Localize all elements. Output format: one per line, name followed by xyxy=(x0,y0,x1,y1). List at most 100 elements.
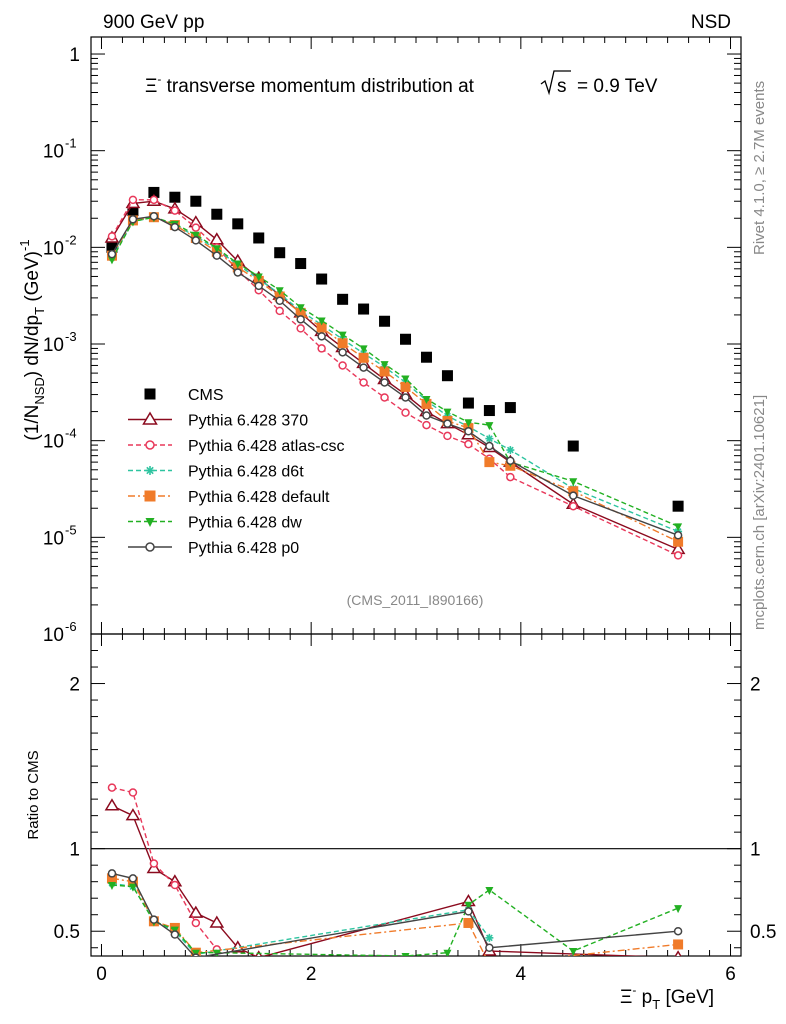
series-line-pythia-6-428-d6t xyxy=(111,216,679,533)
data-point-cms xyxy=(190,195,202,207)
ratio-point-pythia-6-428-default xyxy=(106,873,117,884)
data-point-pythia-6-428-default xyxy=(673,536,684,547)
title-s: s xyxy=(557,76,567,97)
data-point-cms xyxy=(441,370,453,382)
y-tick-label: 10 xyxy=(43,528,64,549)
y-tick-label: 1 xyxy=(69,45,80,66)
data-point-pythia-6-428-atlas-csc xyxy=(338,361,347,370)
data-point-pythia-6-428-p0 xyxy=(359,363,368,372)
legend-label-pythia-6-428-d6t: Pythia 6.428 d6t xyxy=(188,464,304,481)
ratio-y-tick-label-right: 0.5 xyxy=(750,922,776,943)
ratio-point-pythia-6-428-d6t xyxy=(485,933,494,942)
data-point-pythia-6-428-d6t xyxy=(506,446,515,455)
data-point-pythia-6-428-default xyxy=(379,366,390,377)
ratio-point-pythia-6-428-370 xyxy=(188,905,204,918)
data-point-pythia-6-428-p0 xyxy=(212,251,222,260)
ratio-point-pythia-6-428-p0 xyxy=(149,915,159,924)
data-point-cms xyxy=(169,191,181,203)
ratio-point-pythia-6-428-d6t-stroke xyxy=(485,934,493,942)
ratio-frame xyxy=(90,633,742,957)
data-point-pythia-6-428-dw xyxy=(275,287,284,296)
y-tick-exponent: -1 xyxy=(65,136,77,151)
data-point-pythia-6-428-p0 xyxy=(296,315,305,324)
data-point-pythia-6-428-default xyxy=(337,338,348,349)
ratio-point-pythia-6-428-p0 xyxy=(170,930,180,939)
y-tick-label: 10 xyxy=(43,142,64,163)
ratio-point-pythia-6-428-dw xyxy=(674,905,683,914)
ratio-y-tick-label-right: 1 xyxy=(750,840,761,861)
data-point-pythia-6-428-atlas-csc xyxy=(317,344,326,353)
data-point-pythia-6-428-atlas-csc xyxy=(275,306,284,316)
data-point-cms xyxy=(295,258,307,270)
ratio-point-pythia-6-428-default xyxy=(463,917,474,928)
data-point-pythia-6-428-p0 xyxy=(506,456,515,465)
y-tick-exponent: -5 xyxy=(65,522,77,537)
data-point-cms xyxy=(253,232,265,244)
ratio-point-pythia-6-428-p0 xyxy=(191,953,200,956)
y-tick-exponent: -2 xyxy=(65,232,77,247)
ratio-line-pythia-6-428-p0 xyxy=(111,872,679,956)
ratio-point-pythia-6-428-dw xyxy=(401,953,410,956)
sqrt-symbol xyxy=(540,70,571,96)
ratio-point-pythia-6-428-370 xyxy=(674,950,682,956)
legend-label-pythia-6-428-p0: Pythia 6.428 p0 xyxy=(188,540,299,557)
series-line-pythia-6-428-dw xyxy=(111,216,679,527)
legend-marker-pythia-6-428-d6t-stroke xyxy=(146,466,154,475)
legend-label-pythia-6-428-dw: Pythia 6.428 dw xyxy=(188,515,302,532)
data-point-pythia-6-428-dw xyxy=(401,375,410,384)
data-point-pythia-6-428-d6t xyxy=(485,434,494,443)
data-point-pythia-6-428-dw xyxy=(107,256,116,265)
svg-text:Ξ- transverse momentum distrib: Ξ- transverse momentum distribution at xyxy=(145,72,475,97)
data-point-pythia-6-428-p0 xyxy=(485,441,494,451)
y-tick-label: 10 xyxy=(43,335,64,356)
legend-marker-pythia-6-428-atlas-csc xyxy=(145,440,155,450)
data-point-cms xyxy=(127,205,139,217)
ratio-point-pythia-6-428-dw xyxy=(485,886,494,895)
ratio-point-pythia-6-428-p0 xyxy=(673,926,683,936)
plot-title: Ξ- transverse momentum distribution at s… xyxy=(145,70,658,97)
ratio-y-tick-label-left: 2 xyxy=(69,675,80,696)
ratio-point-pythia-6-428-370 xyxy=(209,915,225,928)
y-tick-exponent: -6 xyxy=(65,619,77,634)
ratio-point-pythia-6-428-atlas-csc xyxy=(149,859,159,868)
data-point-pythia-6-428-d6t-stroke xyxy=(485,435,493,443)
data-point-pythia-6-428-p0 xyxy=(380,378,389,387)
ratio-point-pythia-6-428-dw xyxy=(443,949,452,956)
data-point-pythia-6-428-p0 xyxy=(673,531,683,540)
data-point-cms xyxy=(211,208,223,220)
y-tick-label: 10 xyxy=(43,238,64,259)
legend-marker-pythia-6-428-dw xyxy=(145,518,155,527)
data-point-cms xyxy=(274,247,286,259)
data-point-pythia-6-428-p0 xyxy=(338,348,347,357)
data-point-pythia-6-428-p0 xyxy=(443,419,452,428)
title-xi: Ξ xyxy=(145,76,157,97)
title-energy: = 0.9 TeV xyxy=(577,76,658,97)
header-left: 900 GeV pp xyxy=(103,12,204,33)
data-point-pythia-6-428-dw xyxy=(212,245,221,254)
data-point-pythia-6-428-dw xyxy=(338,331,347,340)
data-point-pythia-6-428-atlas-csc xyxy=(464,439,473,449)
data-point-pythia-6-428-default xyxy=(274,291,285,302)
ratio-point-pythia-6-428-default xyxy=(673,939,684,950)
legend-marker-pythia-6-428-default xyxy=(144,490,156,502)
data-point-pythia-6-428-atlas-csc xyxy=(569,501,578,511)
data-point-pythia-6-428-p0 xyxy=(107,249,117,259)
data-point-pythia-6-428-dw xyxy=(674,523,683,532)
data-point-cms xyxy=(420,351,432,363)
data-point-pythia-6-428-atlas-csc xyxy=(422,420,431,430)
y-tick-label: 10 xyxy=(43,432,64,453)
data-point-pythia-6-428-atlas-csc xyxy=(673,551,683,560)
data-point-pythia-6-428-atlas-csc xyxy=(401,408,410,417)
ratio-point-pythia-6-428-dw xyxy=(107,881,116,890)
data-point-pythia-6-428-atlas-csc xyxy=(359,378,368,387)
legend-marker-pythia-6-428-d6t xyxy=(145,466,155,475)
data-point-pythia-6-428-d6t-stroke xyxy=(506,446,514,454)
ratio-point-pythia-6-428-atlas-csc xyxy=(191,918,201,928)
data-point-pythia-6-428-p0 xyxy=(128,215,138,224)
data-point-pythia-6-428-dw xyxy=(380,361,389,370)
ratio-point-pythia-6-428-dw xyxy=(569,948,578,956)
legend-marker-pythia-6-428-p0 xyxy=(145,542,155,552)
data-point-pythia-6-428-p0 xyxy=(317,332,326,341)
data-point-cms xyxy=(504,402,516,414)
data-point-pythia-6-428-dw xyxy=(443,408,452,417)
